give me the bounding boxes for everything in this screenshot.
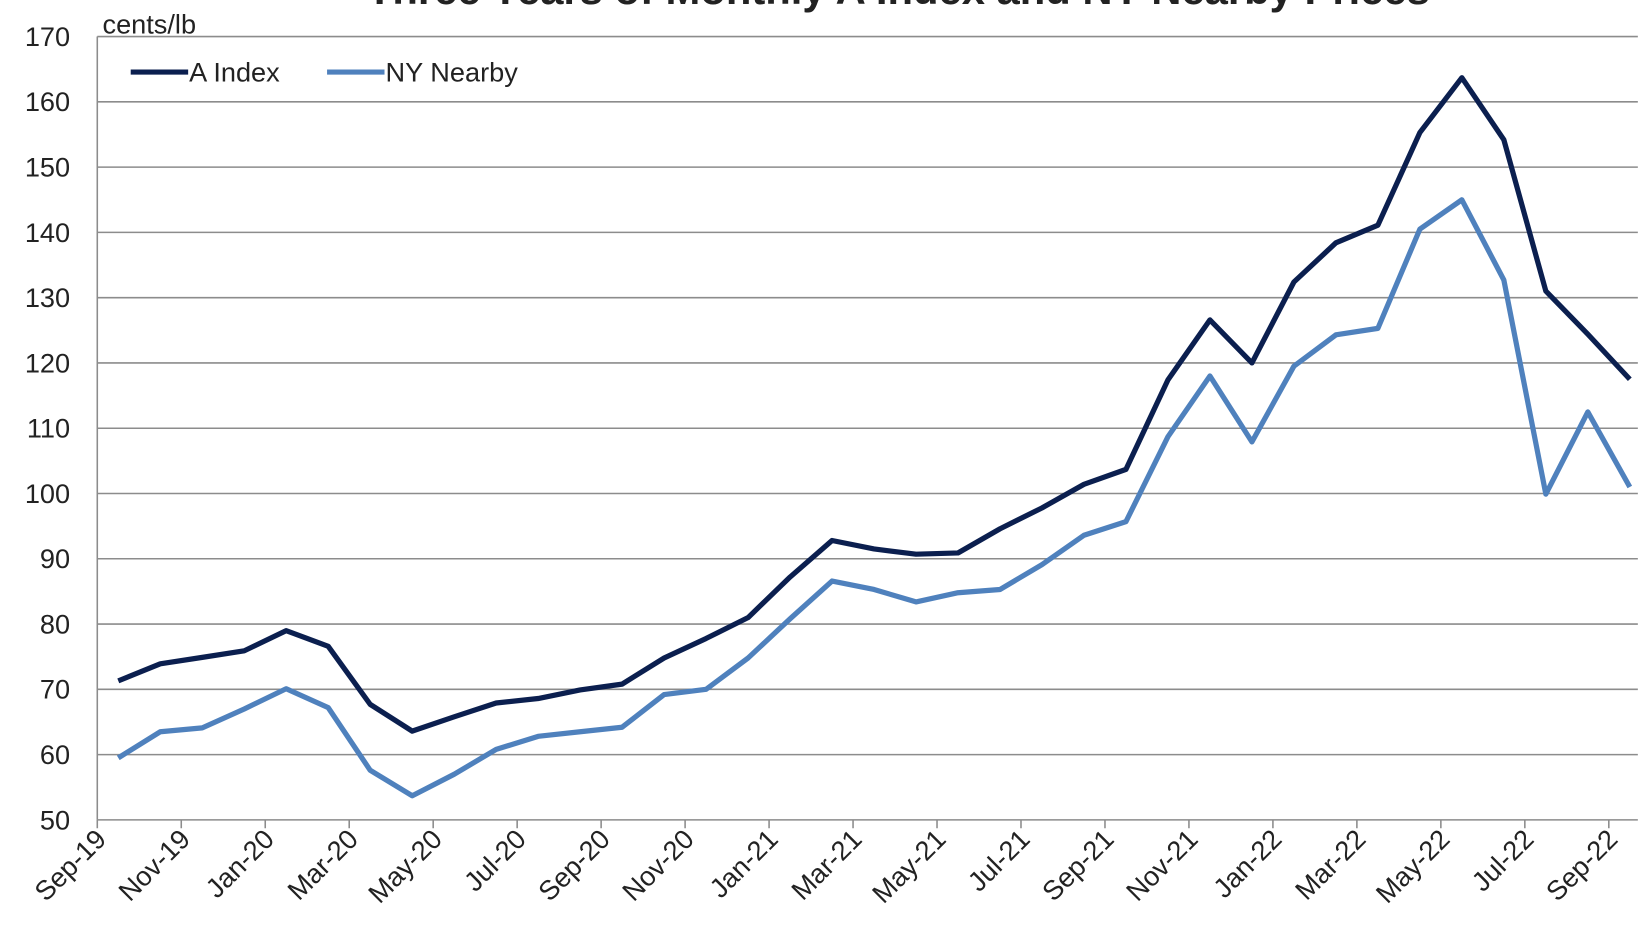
y-tick-label: 80 — [40, 608, 70, 639]
x-tick-label: May-20 — [362, 823, 448, 909]
legend-label: NY Nearby — [386, 56, 519, 87]
x-tick-label: Jul-20 — [458, 823, 532, 897]
y-tick-label: 100 — [25, 478, 70, 509]
x-tick-label: Nov-20 — [616, 823, 700, 907]
y-tick-label: 140 — [25, 217, 70, 248]
y-tick-label: 50 — [40, 804, 70, 835]
chart-title: Three Years of Monthly A Index and NY Ne… — [367, 0, 1430, 13]
x-tick-label: Nov-19 — [112, 823, 196, 907]
data-line — [117, 75, 1632, 734]
x-tick-label: May-21 — [866, 823, 952, 909]
x-tick-label: Mar-22 — [1289, 823, 1372, 906]
x-tick-label: Jan-20 — [199, 823, 280, 904]
y-tick-label: 60 — [40, 739, 70, 770]
y-tick-label: 160 — [25, 86, 70, 117]
y-tick-label: 120 — [25, 347, 70, 378]
x-tick-label: Mar-21 — [785, 823, 868, 906]
x-tick-label: Jan-21 — [703, 823, 784, 904]
data-line — [116, 197, 1633, 799]
x-tick-label: Sep-21 — [1036, 823, 1120, 907]
y-tick-label: 150 — [25, 152, 70, 183]
x-tick-label: Sep-19 — [28, 823, 112, 907]
x-tick-label: Jan-22 — [1207, 823, 1288, 904]
y-tick-label: 70 — [40, 674, 70, 705]
x-tick-label: Mar-20 — [281, 823, 364, 906]
y-tick-label: 170 — [25, 21, 70, 52]
x-tick-label: Jul-22 — [1465, 823, 1539, 897]
y-tick-label: 110 — [27, 413, 70, 444]
y-tick-label: 90 — [40, 543, 70, 574]
x-tick-label: Sep-20 — [532, 823, 616, 907]
y-axis-label: cents/lb — [103, 8, 197, 39]
y-tick-label: 130 — [25, 282, 70, 313]
x-tick-label: May-22 — [1370, 823, 1456, 909]
x-tick-label: Jul-21 — [961, 823, 1035, 897]
legend-label: A Index — [189, 56, 280, 87]
x-tick-label: Nov-21 — [1120, 823, 1204, 907]
x-tick-label: Sep-22 — [1540, 823, 1624, 907]
